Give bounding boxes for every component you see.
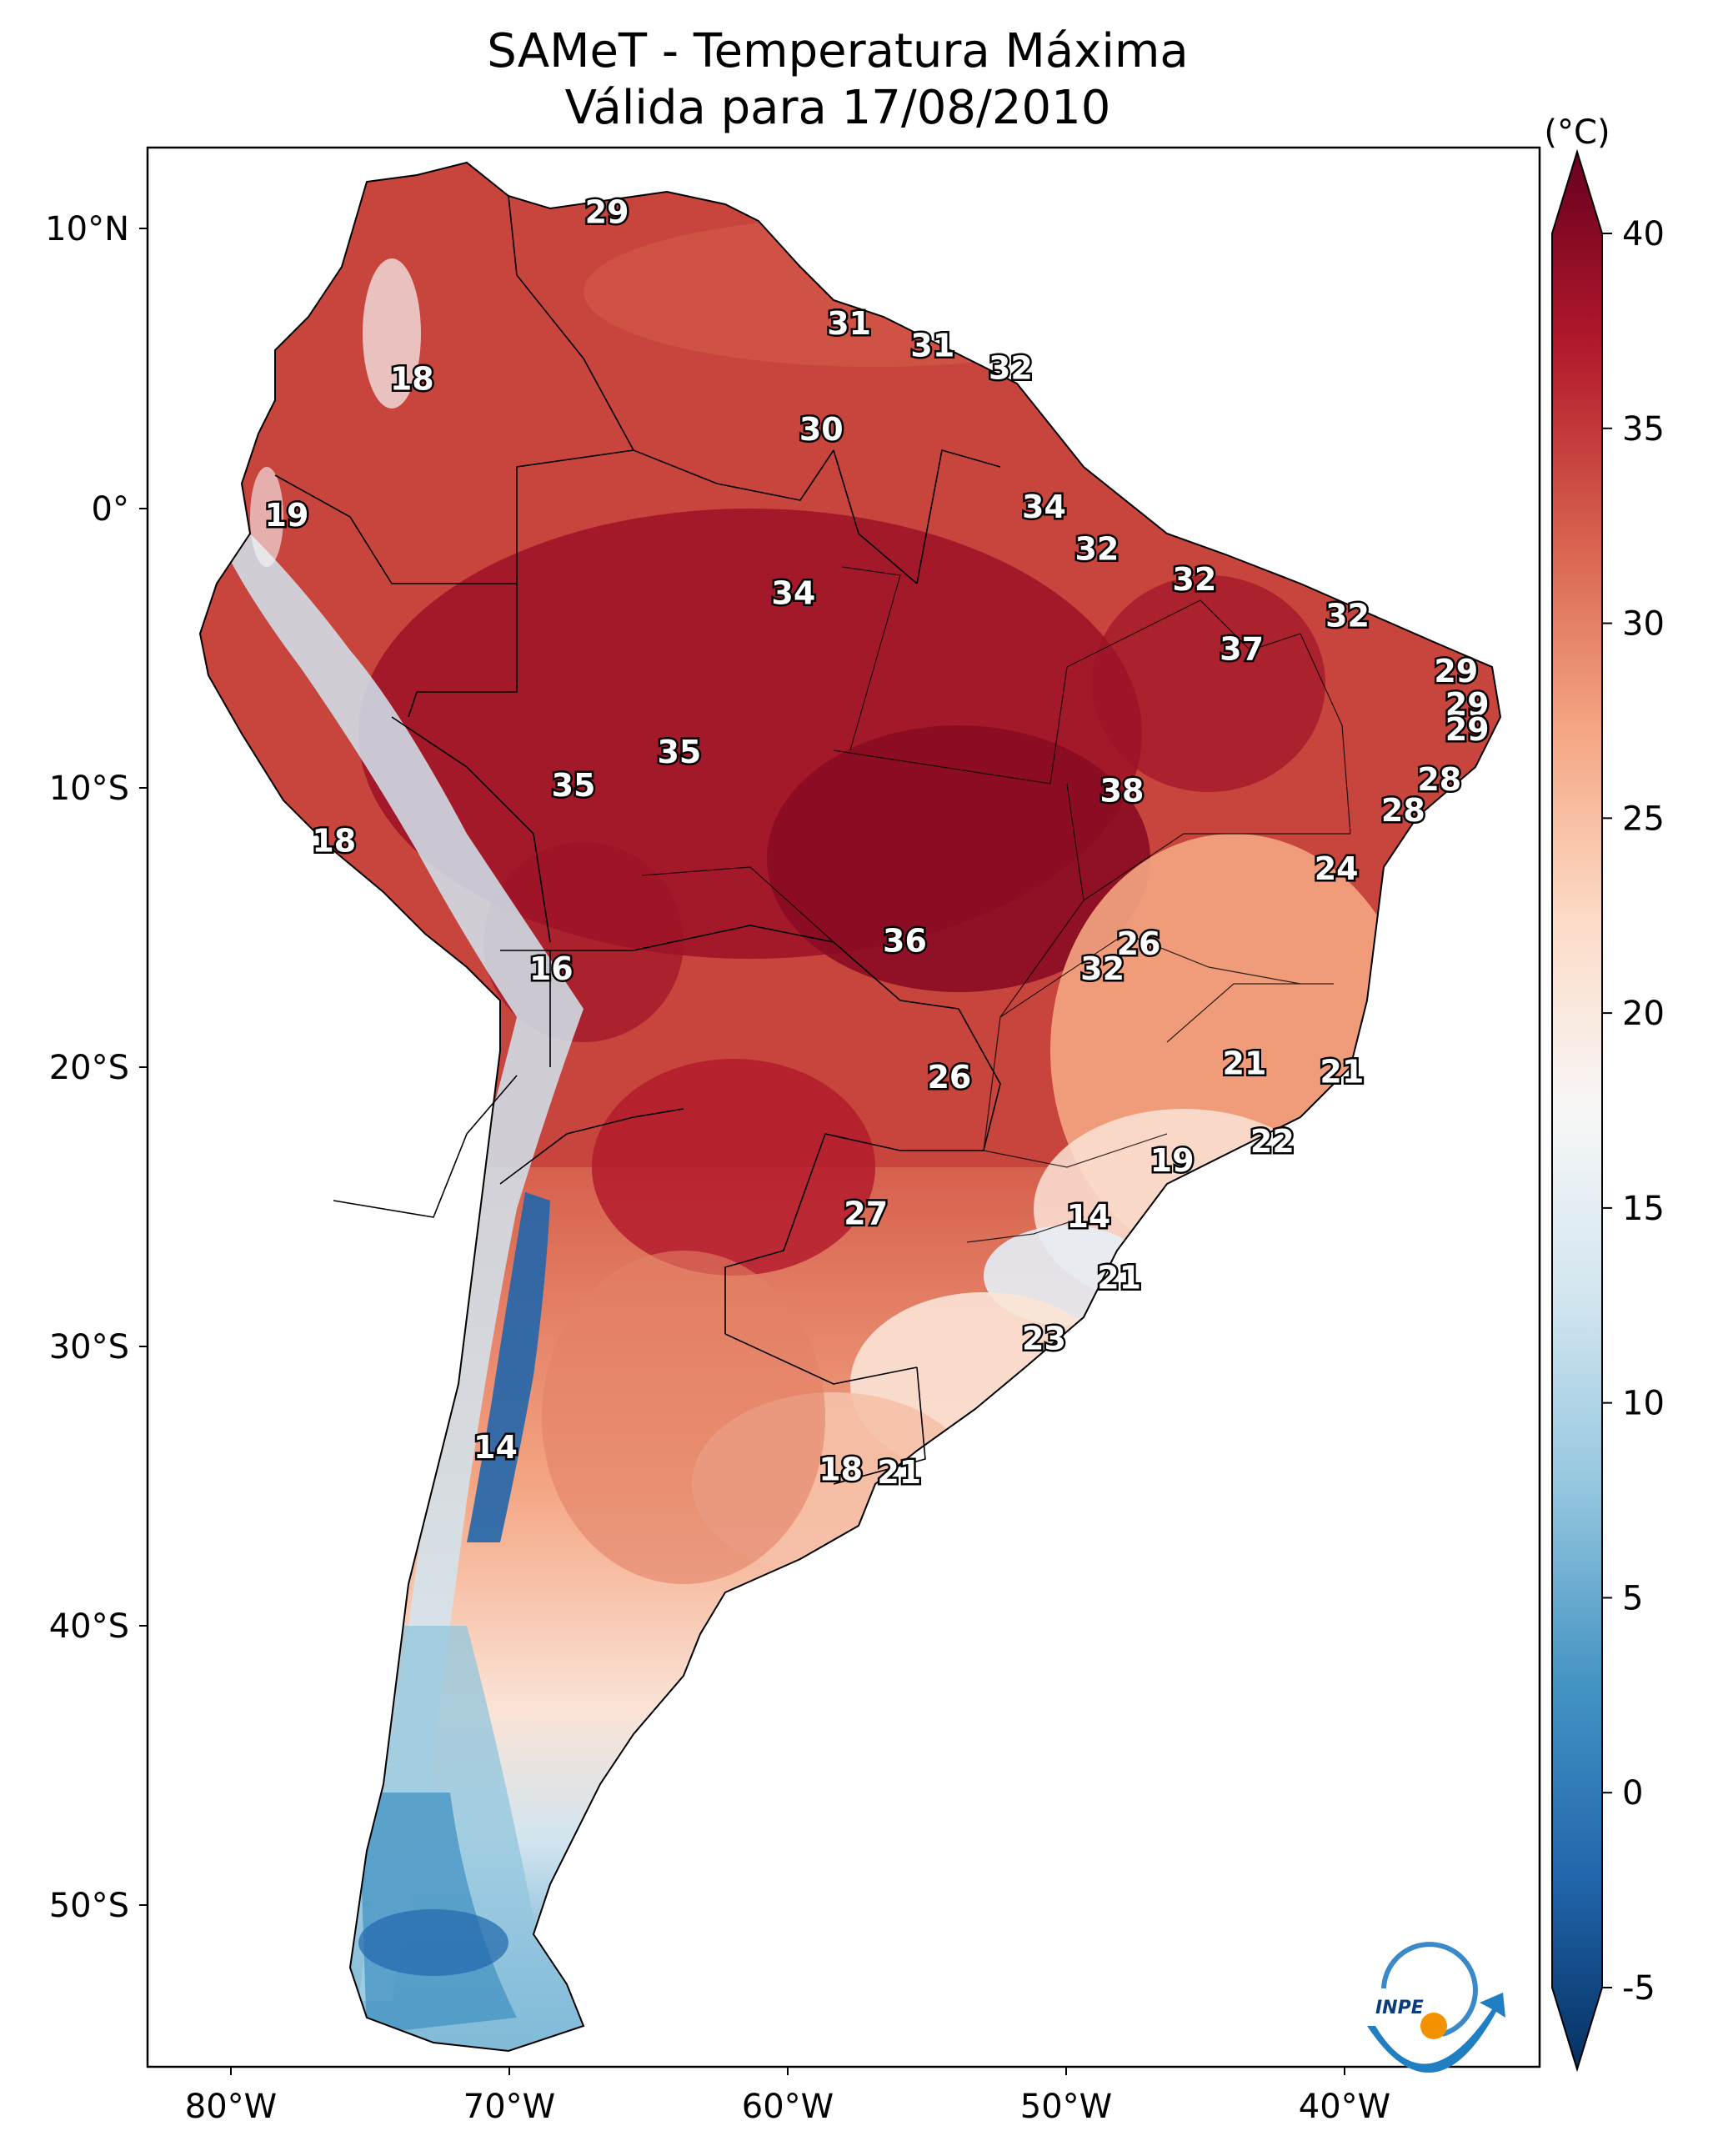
map-title-line-1: SAMeT - Temperatura Máxima — [487, 24, 1189, 78]
temperature-label: 28 — [1381, 792, 1425, 829]
temperature-label: 26 — [1117, 925, 1161, 962]
logo-arrow-icon — [1367, 1993, 1505, 2073]
temperature-label: 35 — [657, 734, 701, 770]
temperature-label: 29 — [1445, 711, 1490, 748]
lon-tick-label: 40°W — [1299, 2088, 1390, 2126]
lat-tick-label: 40°S — [49, 1607, 129, 1646]
temperature-label: 21 — [1223, 1045, 1267, 1081]
temperature-label: 28 — [1417, 761, 1461, 798]
colorbar-tick-label: 35 — [1622, 410, 1665, 449]
temperature-label: 30 — [799, 411, 844, 448]
temperature-label: 18 — [390, 361, 434, 398]
latitude-ticks: 10°N 0° 10°S 20°S 30°S 40°S 50°S — [45, 210, 148, 1925]
state-borders — [641, 566, 1351, 1243]
lat-tick-label: 10°N — [45, 210, 129, 248]
country-borders — [274, 195, 1001, 1485]
temperature-label: 27 — [844, 1196, 888, 1232]
temperature-label: 21 — [1097, 1259, 1141, 1296]
colorbar-tick-label: 10 — [1622, 1385, 1665, 1423]
temperature-label: 31 — [827, 305, 871, 342]
temperature-label: 19 — [265, 497, 309, 534]
temperature-label: 16 — [529, 950, 573, 987]
temperature-label: 32 — [989, 349, 1033, 386]
temperature-label: 34 — [1022, 489, 1066, 525]
colorbar-tick-label: 0 — [1622, 1774, 1643, 1813]
temperature-label: 14 — [473, 1429, 518, 1466]
logo-dot-icon — [1420, 2013, 1447, 2039]
lon-tick-label: 60°W — [742, 2088, 834, 2126]
colorbar-tick-label: 40 — [1622, 215, 1665, 253]
colorbar-ticks: 40 35 30 25 20 15 10 5 0 -5 — [1602, 215, 1665, 2008]
temperature-label: 32 — [1080, 950, 1124, 987]
temperature-label: 14 — [1066, 1198, 1110, 1235]
temperature-label: 23 — [1022, 1321, 1066, 1357]
colorbar-bar — [1551, 148, 1603, 2073]
temperature-label: 32 — [1074, 530, 1119, 567]
lat-tick-label: 50°S — [49, 1887, 129, 1925]
temperature-label: 29 — [1434, 653, 1478, 689]
temperature-label: 38 — [1100, 773, 1144, 810]
lat-tick-label: 20°S — [49, 1049, 129, 1087]
colorbar-tick-label: 5 — [1622, 1579, 1643, 1617]
temperature-label: 21 — [877, 1454, 921, 1491]
temperature-label: 36 — [883, 923, 927, 960]
colorbar-tick-label: 25 — [1622, 800, 1665, 838]
colorbar-unit: (°C) — [1544, 113, 1610, 152]
logo-text: INPE — [1375, 1998, 1424, 2018]
lon-tick-label: 80°W — [185, 2088, 277, 2126]
lat-tick-label: 0° — [92, 490, 129, 529]
temperature-label: 19 — [1150, 1142, 1195, 1179]
lon-tick-label: 50°W — [1020, 2088, 1112, 2126]
temperature-label: 18 — [312, 823, 356, 860]
colorbar-tick-label: 15 — [1622, 1190, 1665, 1228]
inpe-logo: INPE — [1367, 1942, 1505, 2073]
temperature-label: 34 — [771, 575, 815, 612]
temperature-label: 29 — [1445, 686, 1490, 723]
temperature-label: 31 — [910, 328, 954, 364]
temperature-label: 32 — [1325, 597, 1370, 634]
temperature-label: 18 — [819, 1452, 863, 1488]
colorbar: (°C) 40 35 30 25 20 15 10 5 0 -5 — [1544, 113, 1665, 2073]
lat-tick-label: 30°S — [49, 1328, 129, 1366]
map-title-line-2: Válida para 17/08/2010 — [565, 81, 1111, 135]
colorbar-tick-label: -5 — [1622, 1969, 1655, 2008]
temperature-label: 26 — [927, 1059, 971, 1096]
temperature-label: 35 — [552, 767, 596, 804]
lon-tick-label: 70°W — [463, 2088, 555, 2126]
colorbar-tick-label: 20 — [1622, 995, 1665, 1033]
temperature-label: 22 — [1250, 1123, 1295, 1160]
temperature-label: 32 — [1172, 561, 1216, 598]
longitude-ticks: 80°W 70°W 60°W 50°W 40°W — [185, 2067, 1390, 2126]
temperature-label: 37 — [1220, 630, 1264, 667]
map-frame — [146, 146, 1541, 2068]
temperature-label: 29 — [585, 194, 629, 231]
colorbar-tick-label: 30 — [1622, 605, 1665, 644]
temperature-label: 21 — [1320, 1053, 1364, 1090]
temperature-label: 24 — [1315, 850, 1359, 887]
lat-tick-label: 10°S — [49, 770, 129, 808]
